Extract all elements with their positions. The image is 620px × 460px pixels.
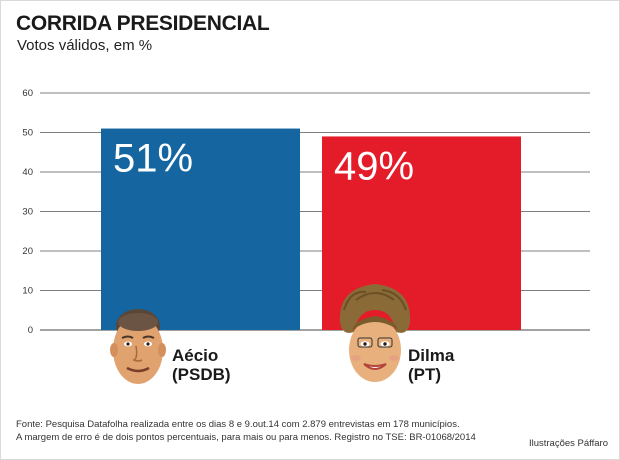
illustration-credit: Ilustrações Páffaro [528, 438, 608, 449]
chart-title: CORRIDA PRESIDENCIAL [16, 12, 270, 35]
margin-note: A margem de erro é de dois pontos percen… [16, 432, 476, 443]
candidate-party: (PT) [408, 365, 442, 384]
y-tick-label: 20 [22, 246, 33, 257]
bar [101, 128, 300, 330]
bar-value-label: 49% [334, 144, 414, 188]
candidate-name: Dilma [408, 346, 455, 365]
y-tick-label: 0 [28, 325, 33, 336]
bar-value-label: 51% [113, 137, 193, 181]
candidate-label-aecio: Aécio (PSDB) [172, 346, 231, 384]
y-tick-label: 40 [22, 167, 33, 178]
chart-subtitle: Votos válidos, em % [17, 37, 153, 54]
y-tick-label: 50 [22, 128, 33, 139]
candidate-label-dilma: Dilma (PT) [408, 346, 454, 384]
candidate-name: Aécio [172, 346, 219, 365]
candidate-party: (PSDB) [172, 365, 231, 384]
y-tick-label: 10 [22, 286, 33, 297]
caricature-aecio-icon [110, 309, 166, 384]
y-tick-label: 30 [22, 207, 33, 218]
y-tick-label: 60 [22, 88, 33, 99]
caricature-dilma-icon [339, 284, 411, 382]
source-note: Fonte: Pesquisa Datafolha realizada entr… [16, 419, 460, 430]
